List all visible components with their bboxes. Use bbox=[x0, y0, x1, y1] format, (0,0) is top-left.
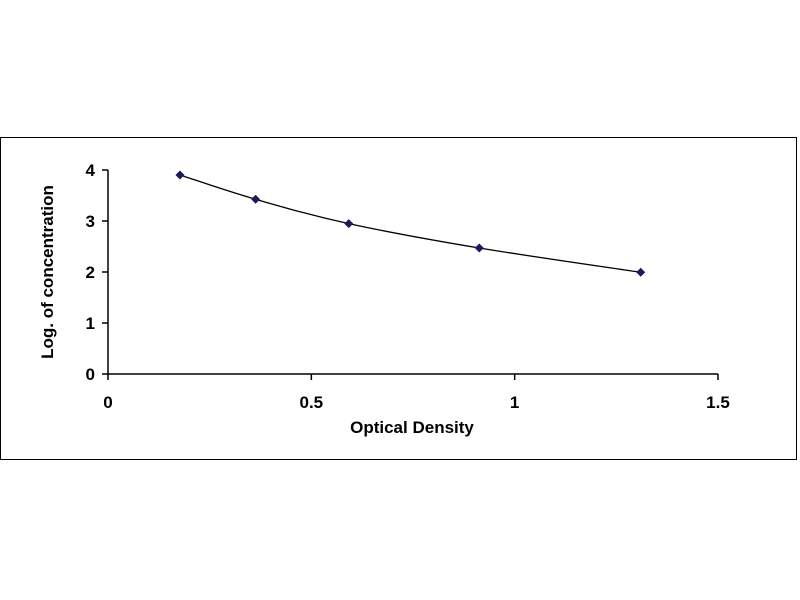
series-points bbox=[175, 170, 646, 277]
y-axis-ticks: 0 1 2 3 4 bbox=[86, 161, 108, 384]
x-tick-label: 0.5 bbox=[300, 393, 324, 412]
y-tick-label: 0 bbox=[86, 365, 95, 384]
x-axis-title: Optical Density bbox=[350, 418, 474, 437]
y-tick-label: 1 bbox=[86, 314, 95, 333]
y-axis-title: Log. of concentration bbox=[38, 185, 57, 359]
y-tick-label: 2 bbox=[86, 263, 95, 282]
data-point bbox=[636, 267, 646, 277]
data-point bbox=[344, 219, 354, 229]
x-tick-label: 1.5 bbox=[706, 393, 730, 412]
y-tick-label: 4 bbox=[86, 161, 96, 180]
chart-axes bbox=[107, 170, 718, 375]
data-point bbox=[474, 243, 484, 253]
data-point bbox=[251, 194, 261, 204]
series-trend-line bbox=[179, 174, 641, 273]
x-tick-label: 1 bbox=[510, 393, 519, 412]
x-axis-ticks: 0 0.5 1 1.5 bbox=[103, 374, 730, 412]
chart-frame bbox=[0, 137, 797, 460]
x-tick-label: 0 bbox=[103, 393, 112, 412]
y-tick-label: 3 bbox=[86, 212, 95, 231]
data-point bbox=[175, 170, 185, 180]
